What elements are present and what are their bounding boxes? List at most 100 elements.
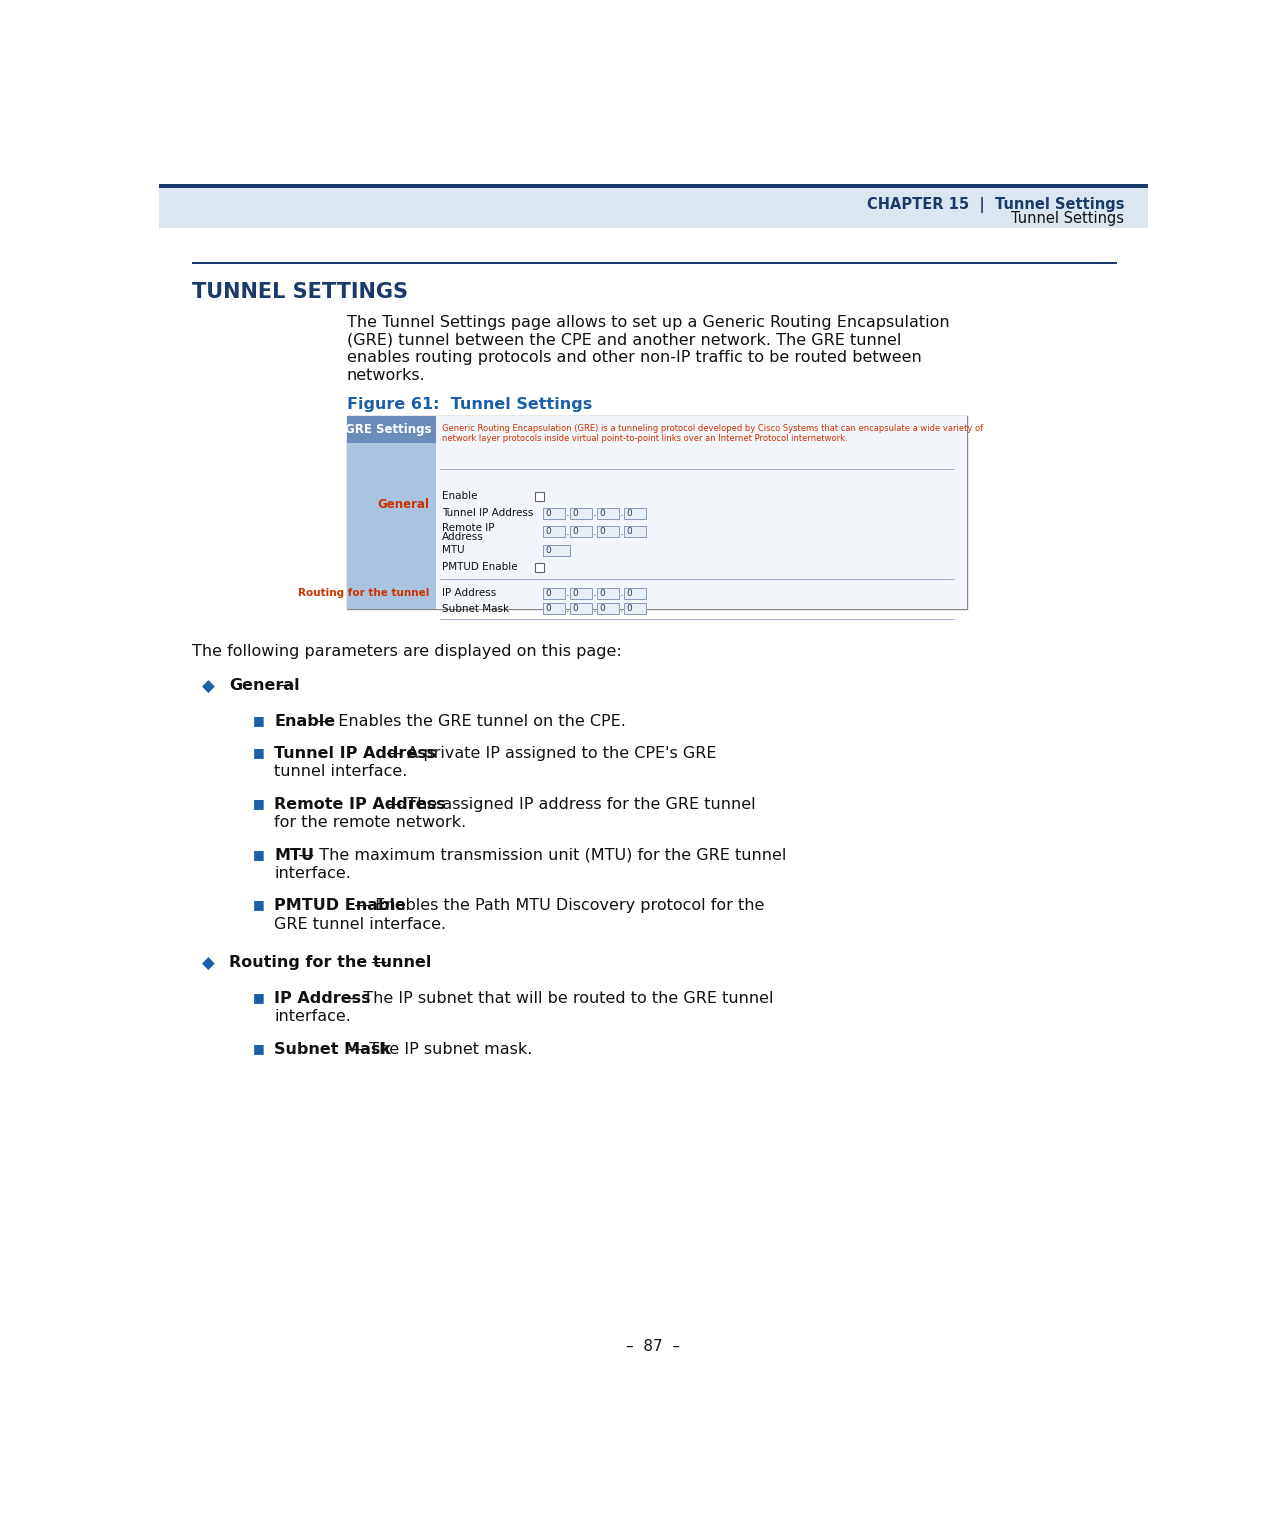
Text: ■: ■	[252, 714, 264, 726]
Text: ◆: ◆	[201, 679, 214, 696]
Bar	[625, 509, 646, 519]
Bar	[436, 417, 966, 608]
Text: PMTUD Enable: PMTUD Enable	[274, 898, 405, 913]
Text: 0: 0	[546, 545, 551, 555]
Text: Routing for the tunnel: Routing for the tunnel	[298, 588, 430, 599]
Text: — A private IP assigned to the CPE's GRE: — A private IP assigned to the CPE's GRE	[381, 746, 717, 761]
Text: ■: ■	[252, 898, 264, 912]
Bar	[543, 604, 565, 614]
Bar	[159, 184, 1148, 188]
Bar	[570, 604, 592, 614]
Bar	[543, 545, 570, 556]
Text: .: .	[566, 588, 569, 599]
Text: 0: 0	[546, 588, 551, 597]
Text: .: .	[593, 588, 597, 599]
Bar	[543, 527, 565, 538]
Bar	[570, 588, 592, 599]
Text: ■: ■	[252, 1042, 264, 1054]
Text: Enable: Enable	[274, 714, 335, 729]
Text: MTU: MTU	[442, 545, 465, 556]
Text: Address: Address	[442, 532, 484, 542]
Text: Tunnel IP Address: Tunnel IP Address	[442, 509, 534, 518]
Text: .: .	[566, 604, 569, 614]
Bar	[570, 509, 592, 519]
Bar	[597, 527, 618, 538]
Text: —: —	[366, 956, 386, 970]
Text: interface.: interface.	[274, 866, 351, 881]
Text: 0: 0	[627, 509, 632, 518]
Bar	[347, 417, 436, 608]
Text: ■: ■	[252, 847, 264, 861]
Text: .: .	[593, 509, 597, 518]
Text: MTU: MTU	[274, 847, 314, 863]
Bar	[347, 417, 436, 443]
Text: GRE tunnel interface.: GRE tunnel interface.	[274, 916, 446, 931]
Text: 0: 0	[546, 509, 551, 518]
Text: 0: 0	[599, 605, 606, 613]
Text: — The assigned IP address for the GRE tunnel: — The assigned IP address for the GRE tu…	[381, 797, 755, 812]
Text: .: .	[566, 527, 569, 536]
Bar	[347, 417, 966, 608]
Text: ■: ■	[252, 746, 264, 758]
Text: 0: 0	[627, 605, 632, 613]
Bar	[543, 509, 565, 519]
Text: for the remote network.: for the remote network.	[274, 815, 467, 830]
Text: .: .	[620, 588, 623, 599]
Text: Subnet Mask: Subnet Mask	[442, 604, 510, 614]
Text: interface.: interface.	[274, 1010, 351, 1025]
Text: networks.: networks.	[347, 368, 426, 383]
Bar	[625, 604, 646, 614]
Text: General: General	[230, 679, 300, 692]
Text: .: .	[593, 604, 597, 614]
Bar	[597, 604, 618, 614]
Text: network layer protocols inside virtual point-to-point links over an Internet Pro: network layer protocols inside virtual p…	[442, 434, 848, 443]
Text: TUNNEL SETTINGS: TUNNEL SETTINGS	[193, 282, 408, 302]
Text: ■: ■	[252, 991, 264, 1003]
Text: .: .	[620, 509, 623, 518]
Text: Tunnel IP Address: Tunnel IP Address	[274, 746, 436, 761]
Bar	[625, 527, 646, 538]
Text: 0: 0	[627, 588, 632, 597]
Text: 0: 0	[572, 588, 578, 597]
Bar	[570, 527, 592, 538]
Text: The following parameters are displayed on this page:: The following parameters are displayed o…	[193, 643, 622, 659]
Bar	[543, 588, 565, 599]
Text: IP Address: IP Address	[442, 588, 496, 599]
Text: 0: 0	[546, 605, 551, 613]
Text: — Enables the GRE tunnel on the CPE.: — Enables the GRE tunnel on the CPE.	[312, 714, 626, 729]
Text: — The IP subnet that will be routed to the GRE tunnel: — The IP subnet that will be routed to t…	[337, 991, 774, 1007]
Text: enables routing protocols and other non-IP traffic to be routed between: enables routing protocols and other non-…	[347, 351, 922, 365]
Text: ■: ■	[252, 797, 264, 810]
Bar	[597, 509, 618, 519]
Bar	[159, 184, 1148, 228]
Text: Tunnel Settings: Tunnel Settings	[1011, 211, 1125, 227]
Text: (GRE) tunnel between the CPE and another network. The GRE tunnel: (GRE) tunnel between the CPE and another…	[347, 332, 901, 348]
Text: 0: 0	[546, 527, 551, 536]
Text: Remote IP Address: Remote IP Address	[274, 797, 446, 812]
Text: Generic Routing Encapsulation (GRE) is a tunneling protocol developed by Cisco S: Generic Routing Encapsulation (GRE) is a…	[442, 424, 983, 434]
Text: Remote IP: Remote IP	[442, 522, 495, 533]
Bar	[193, 262, 1117, 264]
Bar	[536, 492, 543, 501]
Text: –  87  –: – 87 –	[626, 1339, 680, 1354]
Text: 0: 0	[627, 527, 632, 536]
Text: 0: 0	[572, 509, 578, 518]
Text: Routing for the tunnel: Routing for the tunnel	[230, 956, 431, 970]
Text: tunnel interface.: tunnel interface.	[274, 764, 408, 780]
Text: .: .	[566, 509, 569, 518]
Text: CHAPTER 15  |  Tunnel Settings: CHAPTER 15 | Tunnel Settings	[867, 196, 1125, 213]
Text: Subnet Mask: Subnet Mask	[274, 1042, 391, 1057]
Text: .: .	[620, 604, 623, 614]
Text: .: .	[620, 527, 623, 536]
Text: IP Address: IP Address	[274, 991, 371, 1007]
Text: The Tunnel Settings page allows to set up a Generic Routing Encapsulation: The Tunnel Settings page allows to set u…	[347, 314, 950, 329]
Text: Enable: Enable	[442, 492, 478, 501]
Text: 0: 0	[572, 527, 578, 536]
Text: —: —	[273, 679, 293, 692]
Text: — The maximum transmission unit (MTU) for the GRE tunnel: — The maximum transmission unit (MTU) fo…	[293, 847, 787, 863]
Bar	[597, 588, 618, 599]
Text: 0: 0	[599, 509, 606, 518]
Text: ◆: ◆	[201, 956, 214, 973]
Text: 0: 0	[572, 605, 578, 613]
Text: 0: 0	[599, 527, 606, 536]
